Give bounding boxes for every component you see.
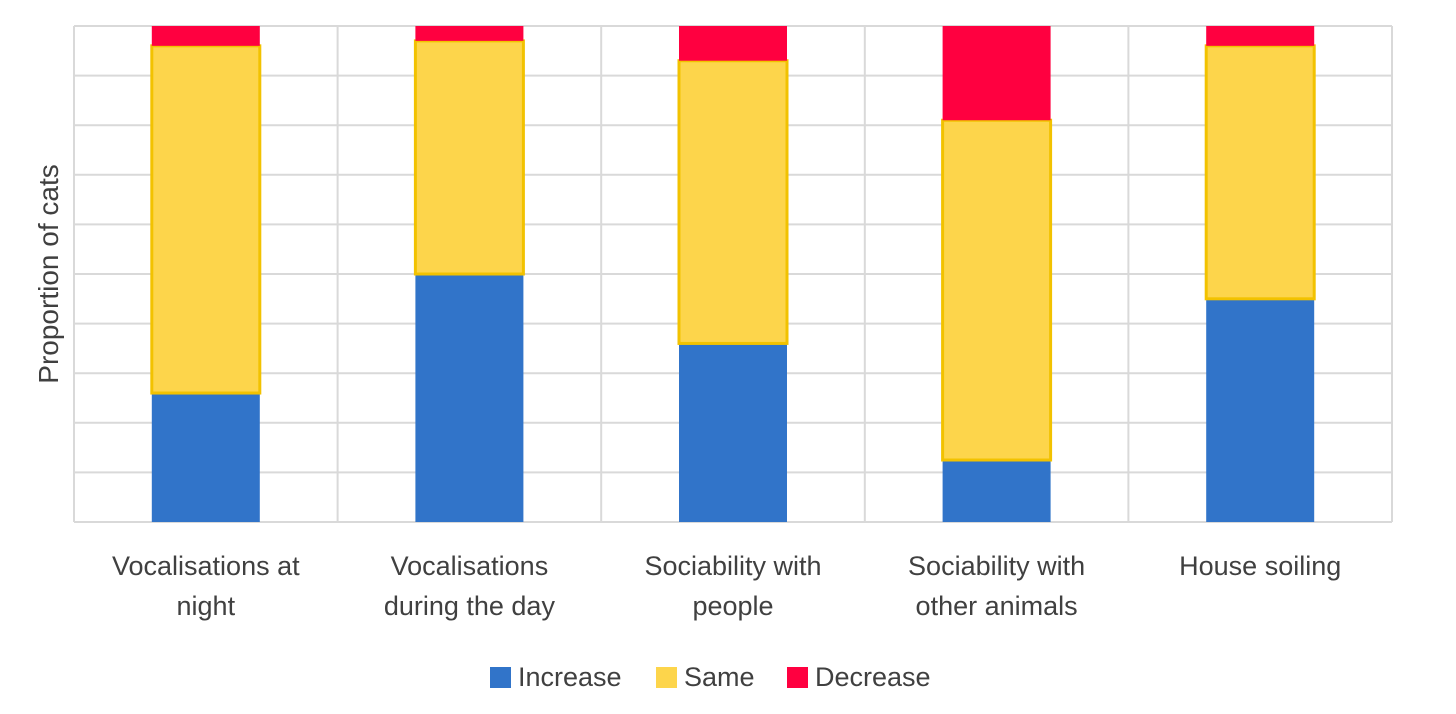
bar-segment-same <box>941 118 1053 462</box>
bar-segment-decrease <box>679 26 787 61</box>
x-tick-label: House soiling <box>1179 551 1341 581</box>
x-tick-label: other animals <box>916 591 1078 621</box>
bars <box>150 26 1316 522</box>
bar-segment-increase <box>1206 298 1315 522</box>
bar-segment-decrease <box>942 26 1051 121</box>
bar-segment-same <box>677 59 789 345</box>
bar-segment-increase <box>151 393 260 522</box>
x-tick-label: during the day <box>384 591 556 621</box>
x-tick-labels: Vocalisations at night Vocalisations during… <box>112 551 1341 621</box>
bar-segment-same <box>1204 44 1316 301</box>
bar-segment-same <box>413 39 525 276</box>
bar-segment-increase <box>942 460 1051 522</box>
legend-label-same: Same <box>684 662 755 692</box>
x-tick-label: Sociability with <box>644 551 821 581</box>
bar-segment-decrease <box>415 26 524 41</box>
bar-segment-same <box>150 44 262 395</box>
bar-segment-decrease <box>1206 26 1315 46</box>
legend-swatch-same <box>656 667 677 688</box>
bar-segment-increase <box>679 343 787 522</box>
y-axis-label: Proportion of cats <box>33 164 64 383</box>
legend-label-increase: Increase <box>518 662 622 692</box>
bar-segment-decrease <box>151 26 260 46</box>
legend-swatch-decrease <box>787 667 808 688</box>
bar-segment-increase <box>415 274 524 522</box>
x-tick-label: night <box>177 591 236 621</box>
legend: Increase Same Decrease <box>490 662 931 692</box>
x-tick-label: Vocalisations <box>391 551 549 581</box>
x-tick-label: Sociability with <box>908 551 1085 581</box>
x-tick-label: people <box>692 591 773 621</box>
x-tick-label: Vocalisations at <box>112 551 300 581</box>
legend-label-decrease: Decrease <box>815 662 931 692</box>
legend-swatch-increase <box>490 667 511 688</box>
